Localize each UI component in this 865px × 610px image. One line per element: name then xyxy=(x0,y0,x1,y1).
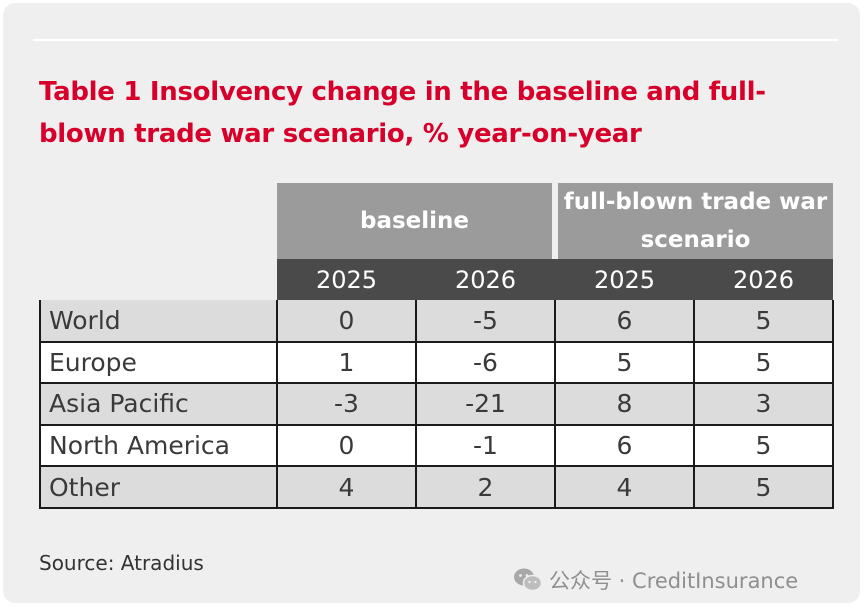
value-cell: 5 xyxy=(693,300,834,343)
value-cell: 2 xyxy=(415,466,556,509)
value-cell: 5 xyxy=(693,424,834,468)
header-corner xyxy=(40,183,277,259)
row-label: Asia Pacific xyxy=(39,383,278,426)
source-note: Source: Atradius xyxy=(39,551,204,575)
value-cell: 0 xyxy=(276,300,417,343)
row-label: Other xyxy=(39,466,278,509)
table-row: North America 0 -1 6 5 xyxy=(39,424,834,468)
value-cell: 6 xyxy=(554,300,695,343)
table-row: Europe 1 -6 5 5 xyxy=(39,341,834,385)
table-title: Table 1 Insolvency change in the baselin… xyxy=(39,77,766,149)
value-cell: -21 xyxy=(415,383,556,426)
value-cell: -5 xyxy=(415,300,556,343)
content-card: Table 1 Insolvency change in the baselin… xyxy=(3,3,860,603)
year-header: 2026 xyxy=(416,259,555,300)
value-cell: -3 xyxy=(276,383,417,426)
year-header-corner xyxy=(40,259,277,300)
year-header: 2025 xyxy=(277,259,416,300)
watermark-text: 公众号 · CreditInsurance xyxy=(549,569,799,593)
value-cell: 5 xyxy=(693,341,834,385)
value-cell: -6 xyxy=(415,341,556,385)
value-cell: 5 xyxy=(554,341,695,385)
group-header-baseline: baseline xyxy=(277,183,558,259)
value-cell: 6 xyxy=(554,424,695,468)
table-row: Asia Pacific -3 -21 8 3 xyxy=(39,383,834,426)
group-header-trade-war: full-blown trade war scenario xyxy=(555,183,833,259)
group-header-row: baseline full-blown trade war scenario xyxy=(40,183,833,259)
value-cell: 0 xyxy=(276,424,417,468)
year-header: 2025 xyxy=(555,259,694,300)
top-divider xyxy=(33,39,838,41)
row-label: North America xyxy=(39,424,278,468)
value-cell: 5 xyxy=(693,466,834,509)
value-cell: -1 xyxy=(415,424,556,468)
row-label: World xyxy=(39,300,278,343)
table-row: Other 4 2 4 5 xyxy=(39,466,834,509)
year-header: 2026 xyxy=(694,259,833,300)
table-row: World 0 -5 6 5 xyxy=(39,300,834,343)
value-cell: 4 xyxy=(276,466,417,509)
value-cell: 1 xyxy=(276,341,417,385)
value-cell: 4 xyxy=(554,466,695,509)
row-label: Europe xyxy=(39,341,278,385)
wechat-icon xyxy=(513,567,543,593)
insolvency-table: baseline full-blown trade war scenario 2… xyxy=(39,183,834,509)
table-body: World 0 -5 6 5 Europe 1 -6 5 5 Asia Pacific -3 -21 8 3… xyxy=(39,300,834,509)
year-header-row: 2025 2026 2025 2026 xyxy=(40,259,833,300)
value-cell: 8 xyxy=(554,383,695,426)
value-cell: 3 xyxy=(693,383,834,426)
watermark: 公众号 · CreditInsurance xyxy=(513,565,798,595)
